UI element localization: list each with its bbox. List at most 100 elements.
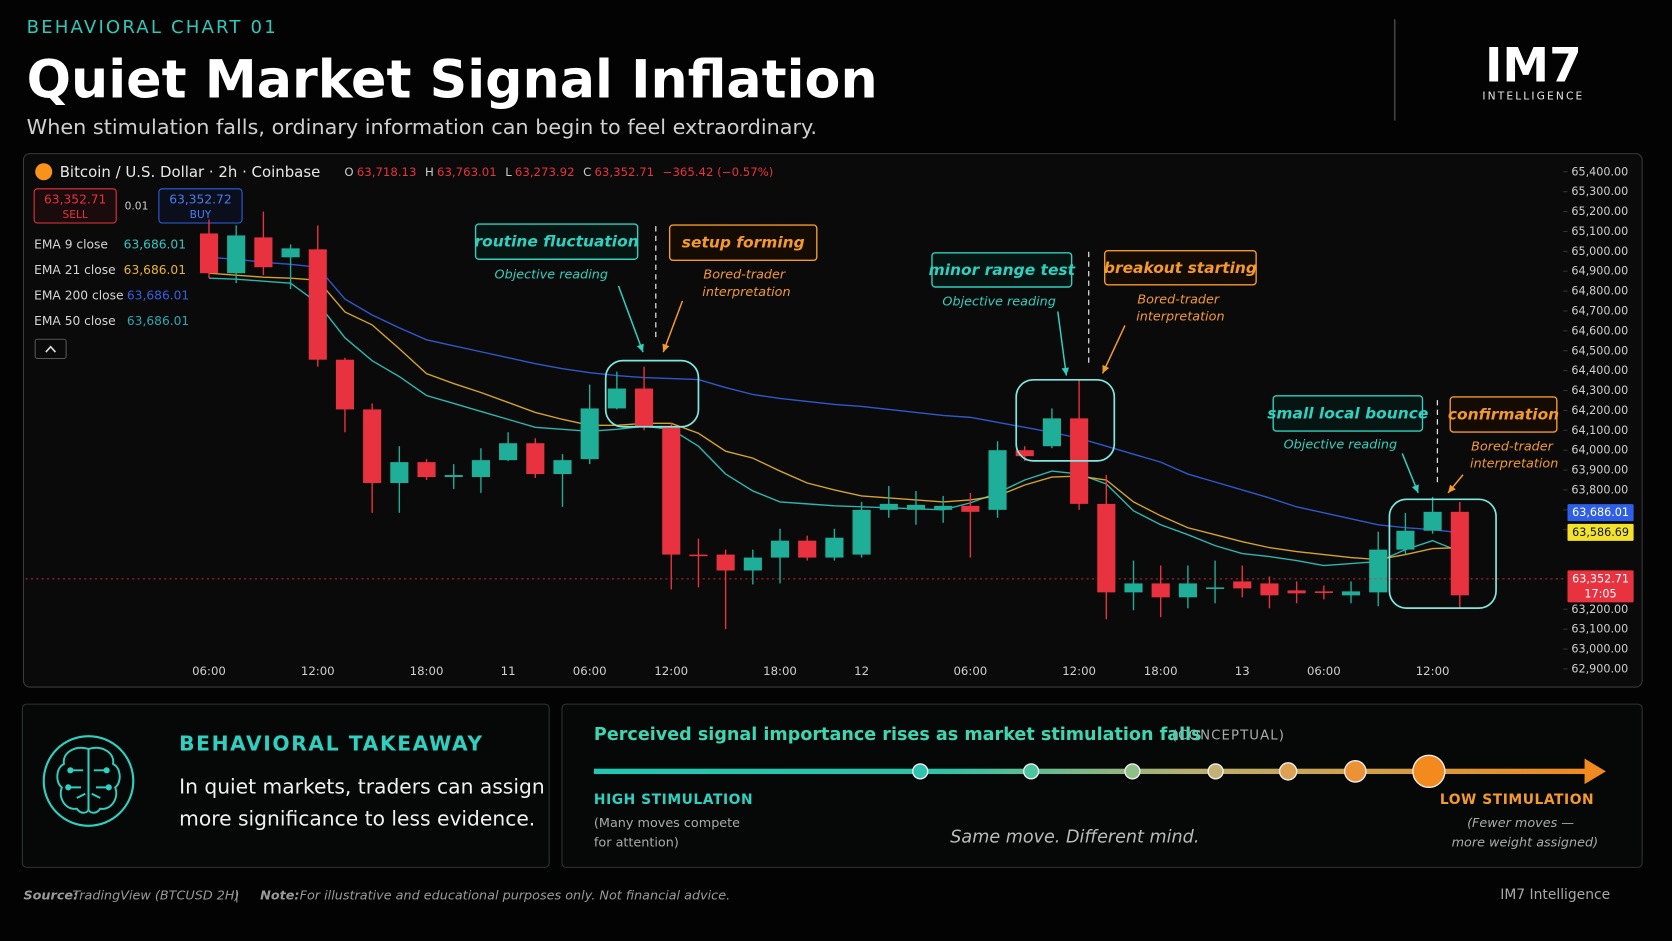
x-tick-label: 06:00 <box>953 664 987 678</box>
annotation-arrow <box>1101 325 1126 374</box>
y-tick-label: 63,900.00 <box>1571 464 1628 477</box>
ohlc-key: L <box>505 165 512 179</box>
note-key: Note: <box>260 889 299 904</box>
highlight-box <box>1015 378 1116 462</box>
high-note: for attention) <box>594 835 679 850</box>
x-tick-label: 06:00 <box>573 664 607 678</box>
objective-label: minor range test <box>929 261 1076 279</box>
subtitle: When stimulation falls, ordinary informa… <box>27 115 817 139</box>
interpretation-label: setup forming <box>682 234 805 252</box>
y-tick-label: 63,100.00 <box>1571 623 1628 636</box>
legend-name: EMA 50 close <box>34 314 116 328</box>
interpretation-note: Bored-trader <box>1471 440 1553 455</box>
interpretation-note: Bored-trader <box>703 268 785 283</box>
objective-note: Objective reading <box>495 268 608 283</box>
legend-value: 63,686.01 <box>124 237 186 251</box>
scale-dot <box>912 763 929 780</box>
candle-body <box>227 235 246 274</box>
collapse-chevron <box>45 345 57 353</box>
buy-price: 63,352.72 <box>169 193 231 207</box>
candle-body <box>1369 549 1388 593</box>
candle-body <box>1206 587 1225 589</box>
y-tick-label: 64,700.00 <box>1571 304 1628 317</box>
candle-body <box>580 408 599 460</box>
y-tick-label: 64,100.00 <box>1571 424 1628 437</box>
price-label-box <box>1567 504 1634 522</box>
y-tick-label: 65,200.00 <box>1571 205 1628 218</box>
candle-body <box>1314 591 1333 593</box>
scale-panel <box>561 703 1643 868</box>
last-price-time: 17:05 <box>1584 587 1616 600</box>
ohlc-key: C <box>583 165 591 179</box>
collapse-button[interactable] <box>34 338 67 360</box>
arrow-head <box>662 343 670 353</box>
y-tick-label: 65,400.00 <box>1571 165 1628 178</box>
arrow-head <box>1411 484 1419 493</box>
arrow-head <box>636 343 644 353</box>
title: Quiet Market Signal Inflation <box>27 50 878 111</box>
candle-body <box>1151 583 1170 598</box>
interpretation-label: confirmation <box>1448 405 1559 423</box>
buy-label: BUY <box>190 208 212 221</box>
symbol: Bitcoin / U.S. Dollar · 2h · Coinbase <box>60 163 321 181</box>
x-tick-label: 13 <box>1235 664 1250 678</box>
scale-bar <box>593 768 1586 775</box>
source-key: Source: <box>23 889 78 904</box>
candle-body <box>444 475 463 478</box>
y-tick-label: 64,800.00 <box>1571 285 1628 298</box>
low-label: LOW STIMULATION <box>1440 792 1594 808</box>
logo-subtitle: INTELLIGENCE <box>1482 90 1584 103</box>
x-tick-label: 18:00 <box>1144 664 1178 678</box>
interpretation-note: interpretation <box>1136 309 1224 324</box>
source: TradingView (BTCUSD 2H) <box>73 889 240 904</box>
candle-body <box>1287 590 1306 594</box>
y-tick-label: 64,500.00 <box>1571 344 1628 357</box>
candle-body <box>689 554 708 557</box>
brand: IM7 Intelligence <box>1500 887 1610 903</box>
interpretation-box <box>1104 250 1257 286</box>
note: For illustrative and educational purpose… <box>300 889 731 904</box>
candle-body <box>1341 591 1361 596</box>
candle-body <box>825 537 844 558</box>
candle-body <box>254 237 273 268</box>
sell-label: SELL <box>62 208 87 221</box>
x-tick-label: 11 <box>501 664 516 678</box>
interpretation-label: breakout starting <box>1104 259 1257 277</box>
scale-tag: (CONCEPTUAL) <box>1172 729 1285 744</box>
x-tick-label: 12 <box>854 664 869 678</box>
ohlc-key: H <box>425 165 434 179</box>
scale-dot <box>1278 762 1298 781</box>
buy-button <box>158 188 243 224</box>
takeaway-text: In quiet markets, traders can assign <box>179 774 545 798</box>
candle-body <box>743 557 762 571</box>
objective-label: routine fluctuation <box>475 233 639 251</box>
candle-body <box>1396 530 1415 550</box>
x-tick-label: 18:00 <box>763 664 797 678</box>
legend-value: 63,686.01 <box>127 289 189 303</box>
candle-body <box>634 388 654 428</box>
last-price-box <box>1567 570 1634 603</box>
high-note: (Many moves compete <box>594 816 740 831</box>
scale-dot <box>1343 760 1367 783</box>
objective-label: small local bounce <box>1267 404 1428 422</box>
candle-body <box>1450 511 1469 596</box>
candle-body <box>961 505 980 512</box>
interpretation-note: Bored-trader <box>1137 292 1219 307</box>
candle-body <box>499 443 518 461</box>
candle-body <box>798 540 817 558</box>
candle-body <box>526 443 545 475</box>
objective-note: Objective reading <box>942 294 1055 309</box>
scale-title: Perceived signal importance rises as mar… <box>594 725 1202 745</box>
candle-body <box>879 503 898 510</box>
objective-box <box>474 223 639 260</box>
ohlc-value: 63,718.13 <box>357 165 417 179</box>
y-tick-label: 64,400.00 <box>1571 364 1628 377</box>
candle-body <box>1178 583 1197 598</box>
ema-line <box>208 277 1461 567</box>
price-label: 63,586.69 <box>1572 526 1629 539</box>
candle-body <box>281 248 300 258</box>
takeaway-panel <box>21 703 550 868</box>
candle-body <box>852 509 871 555</box>
